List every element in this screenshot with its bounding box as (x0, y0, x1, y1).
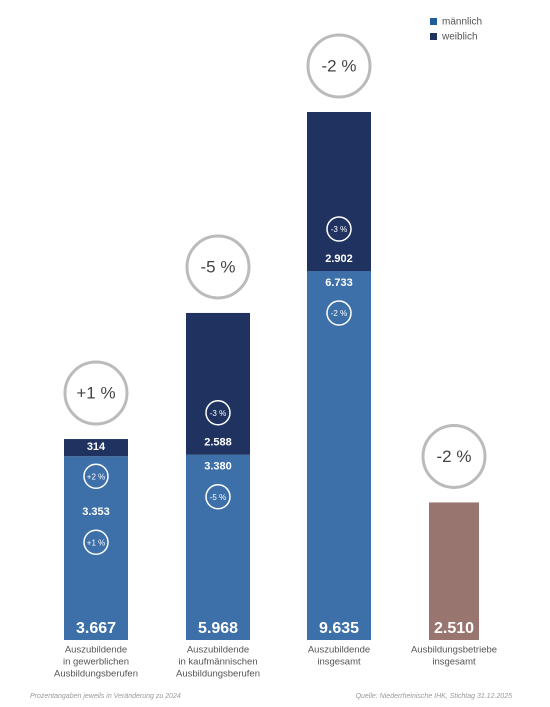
total-change-circle (63, 360, 129, 426)
male-change-label: -2 % (331, 309, 347, 318)
male-change-label: +1 % (87, 538, 105, 547)
legend-swatch (430, 33, 437, 40)
total-change-circle (185, 234, 251, 300)
segment-label: 6.733 (325, 277, 353, 289)
total-change-circle (421, 423, 487, 489)
female-change-circle (326, 216, 352, 242)
bar-segment (307, 112, 371, 272)
total-label: 5.968 (198, 620, 238, 637)
legend-swatch (430, 18, 437, 25)
female-change-label: +2 % (87, 472, 105, 481)
category-label: Ausbildungsberufen (54, 669, 138, 680)
female-change-circle (83, 463, 109, 490)
segment-label: 3.380 (204, 461, 232, 473)
source: Quelle: Niederrheinische IHK, Stichtag 3… (356, 693, 513, 700)
segment-label: 314 (87, 441, 106, 453)
total-change-label: -5 % (201, 257, 236, 276)
total-label: 2.510 (434, 620, 474, 637)
category-label: Auszubildende (187, 645, 249, 656)
female-change-label: -3 % (210, 409, 226, 418)
category-label: Auszubildende (308, 645, 370, 656)
total-change-label: -2 % (437, 447, 472, 466)
category-label: Auszubildende (65, 645, 127, 656)
female-change-label: -3 % (331, 225, 347, 234)
male-change-circle (205, 484, 231, 510)
bar-segment (64, 439, 128, 457)
legend-label: männlich (442, 17, 482, 28)
male-change-circle (83, 529, 109, 556)
total-change-circle (306, 33, 372, 99)
footnote: Prozentangaben jeweils in Veränderung zu… (30, 693, 181, 700)
segment-label: 3.353 (82, 506, 110, 518)
total-change-label: -2 % (322, 56, 357, 75)
male-change-label: -5 % (210, 493, 226, 502)
category-label: insgesamt (317, 657, 361, 668)
bar-segment (307, 271, 371, 640)
category-label: Ausbildungsbetriebe (411, 645, 497, 656)
legend-label: weiblich (441, 32, 478, 43)
bar (429, 502, 479, 640)
bar-segment (186, 312, 250, 455)
bar-segment (64, 456, 128, 640)
total-label: 3.667 (76, 620, 116, 637)
male-change-circle (326, 300, 352, 326)
segment-label: 2.902 (325, 253, 353, 265)
total-change-label: +1 % (76, 384, 115, 403)
category-label: Ausbildungsberufen (176, 669, 260, 680)
category-label: in gewerblichen (63, 657, 129, 668)
bar-segment (186, 454, 250, 640)
category-label: insgesamt (432, 657, 476, 668)
segment-label: 2.588 (204, 437, 232, 449)
category-label: in kaufmännischen (178, 657, 257, 668)
female-change-circle (205, 400, 231, 426)
total-label: 9.635 (319, 620, 359, 637)
